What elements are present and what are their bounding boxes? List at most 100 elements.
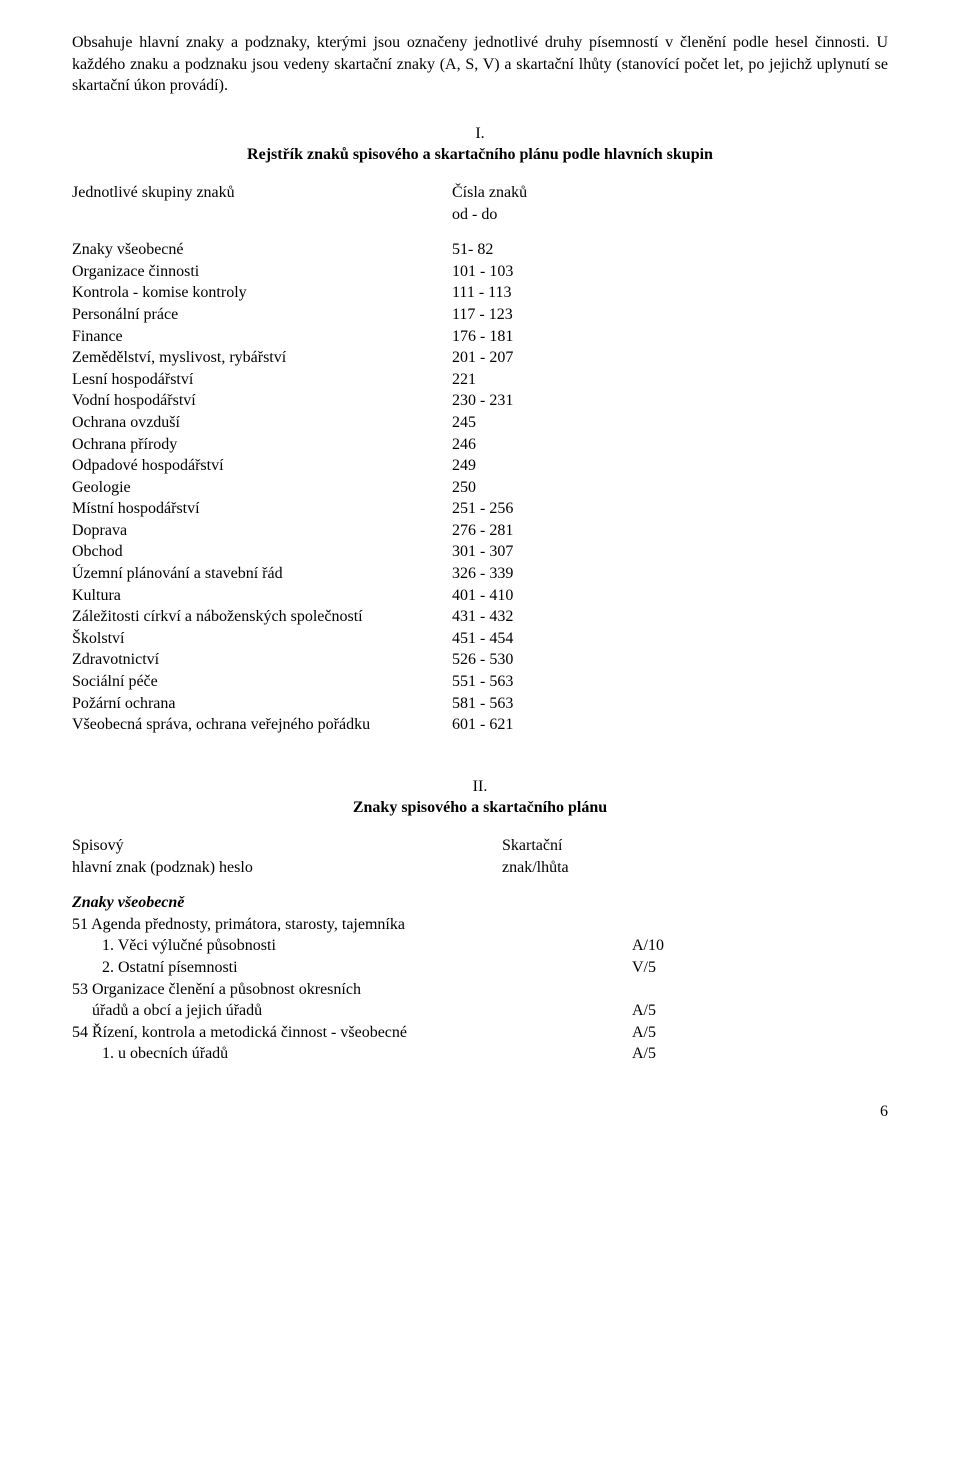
groups-header-right-2: od - do xyxy=(452,204,527,226)
table-row: Zemědělství, myslivost, rybářství201 - 2… xyxy=(72,347,888,369)
row-value: 276 - 281 xyxy=(452,520,572,542)
section-1-number: I. xyxy=(72,123,888,145)
row-label: Znaky všeobecné xyxy=(72,239,452,261)
table-row: Vodní hospodářství230 - 231 xyxy=(72,390,888,412)
row-value: 326 - 339 xyxy=(452,563,572,585)
plan-row-mark: A/5 xyxy=(632,1022,656,1044)
table-row: Geologie250 xyxy=(72,477,888,499)
row-value: 201 - 207 xyxy=(452,347,572,369)
plan-row: 54 Řízení, kontrola a metodická činnost … xyxy=(72,1022,888,1044)
row-label: Lesní hospodářství xyxy=(72,369,452,391)
row-label: Záležitosti církví a náboženských společ… xyxy=(72,606,452,628)
row-label: Školství xyxy=(72,628,452,650)
plan-row-text: 1. u obecních úřadů xyxy=(72,1043,632,1065)
table-row: Zdravotnictví526 - 530 xyxy=(72,649,888,671)
row-label: Všeobecná správa, ochrana veřejného pořá… xyxy=(72,714,452,736)
table-row: Kultura401 - 410 xyxy=(72,585,888,607)
table-row: Organizace činnosti101 - 103 xyxy=(72,261,888,283)
table-row: Záležitosti církví a náboženských společ… xyxy=(72,606,888,628)
row-label: Doprava xyxy=(72,520,452,542)
table-row: Personální práce117 - 123 xyxy=(72,304,888,326)
row-value: 526 - 530 xyxy=(452,649,572,671)
row-label: Kultura xyxy=(72,585,452,607)
row-value: 451 - 454 xyxy=(452,628,572,650)
plan-row: 51 Agenda přednosty, primátora, starosty… xyxy=(72,914,888,936)
table-row: Školství451 - 454 xyxy=(72,628,888,650)
row-value: 301 - 307 xyxy=(452,541,572,563)
table-row: Územní plánování a stavební řád326 - 339 xyxy=(72,563,888,585)
plan-head-left-1: Spisový xyxy=(72,835,502,857)
plan-row: 2. Ostatní písemnostiV/5 xyxy=(72,957,888,979)
row-value: 250 xyxy=(452,477,572,499)
table-row: Kontrola - komise kontroly111 - 113 xyxy=(72,282,888,304)
plan-row-mark: A/5 xyxy=(632,1000,656,1022)
table-row: Ochrana přírody246 xyxy=(72,434,888,456)
table-row: Požární ochrana581 - 563 xyxy=(72,693,888,715)
plan-row-mark: A/10 xyxy=(632,935,664,957)
plan-row-text: 53 Organizace členění a působnost okresn… xyxy=(72,979,632,1001)
plan-row-text: 51 Agenda přednosty, primátora, starosty… xyxy=(72,914,632,936)
row-value: 176 - 181 xyxy=(452,326,572,348)
table-row: Doprava276 - 281 xyxy=(72,520,888,542)
row-value: 246 xyxy=(452,434,572,456)
groups-table: Znaky všeobecné 51- 82Organizace činnost… xyxy=(72,239,888,736)
groups-header-left: Jednotlivé skupiny znaků xyxy=(72,182,452,225)
row-label: Personální práce xyxy=(72,304,452,326)
plan-table: 51 Agenda přednosty, primátora, starosty… xyxy=(72,914,888,1065)
plan-row-text: 2. Ostatní písemnosti xyxy=(72,957,632,979)
row-value: 111 - 113 xyxy=(452,282,572,304)
section-1-title: Rejstřík znaků spisového a skartačního p… xyxy=(72,144,888,166)
row-value: 230 - 231 xyxy=(452,390,572,412)
row-value: 601 - 621 xyxy=(452,714,572,736)
row-label: Organizace činnosti xyxy=(72,261,452,283)
table-row: Všeobecná správa, ochrana veřejného pořá… xyxy=(72,714,888,736)
row-value: 249 xyxy=(452,455,572,477)
plan-row-mark: V/5 xyxy=(632,957,656,979)
row-value: 117 - 123 xyxy=(452,304,572,326)
row-value: 101 - 103 xyxy=(452,261,572,283)
section-2-title: Znaky spisového a skartačního plánu xyxy=(72,797,888,819)
row-value: 51- 82 xyxy=(452,239,572,261)
plan-row: 53 Organizace členění a působnost okresn… xyxy=(72,979,888,1001)
row-label: Ochrana přírody xyxy=(72,434,452,456)
plan-row-text: úřadů a obcí a jejich úřadů xyxy=(72,1000,632,1022)
row-label: Zdravotnictví xyxy=(72,649,452,671)
plan-row: 1. Věci výlučné působnostiA/10 xyxy=(72,935,888,957)
row-label: Sociální péče xyxy=(72,671,452,693)
row-label: Obchod xyxy=(72,541,452,563)
table-row: Obchod301 - 307 xyxy=(72,541,888,563)
table-row: Znaky všeobecné 51- 82 xyxy=(72,239,888,261)
row-label: Územní plánování a stavební řád xyxy=(72,563,452,585)
row-label: Finance xyxy=(72,326,452,348)
plan-head-right-2: znak/lhůta xyxy=(502,857,569,879)
table-row: Ochrana ovzduší245 xyxy=(72,412,888,434)
row-label: Vodní hospodářství xyxy=(72,390,452,412)
plan-row: úřadů a obcí a jejich úřadůA/5 xyxy=(72,1000,888,1022)
table-row: Lesní hospodářství221 xyxy=(72,369,888,391)
row-value: 221 xyxy=(452,369,572,391)
row-value: 431 - 432 xyxy=(452,606,572,628)
intro-paragraph: Obsahuje hlavní znaky a podznaky, kterým… xyxy=(72,32,888,97)
row-value: 251 - 256 xyxy=(452,498,572,520)
row-value: 245 xyxy=(452,412,572,434)
row-label: Odpadové hospodářství xyxy=(72,455,452,477)
plan-group-heading: Znaky všeobecně xyxy=(72,892,888,914)
row-label: Ochrana ovzduší xyxy=(72,412,452,434)
row-value: 401 - 410 xyxy=(452,585,572,607)
page-number: 6 xyxy=(72,1101,888,1123)
row-value: 581 - 563 xyxy=(452,693,572,715)
table-row: Finance176 - 181 xyxy=(72,326,888,348)
row-label: Požární ochrana xyxy=(72,693,452,715)
section-2-number: II. xyxy=(72,776,888,798)
row-label: Geologie xyxy=(72,477,452,499)
plan-row-mark: A/5 xyxy=(632,1043,656,1065)
table-row: Sociální péče551 - 563 xyxy=(72,671,888,693)
plan-head-right-1: Skartační xyxy=(502,835,569,857)
row-label: Zemědělství, myslivost, rybářství xyxy=(72,347,452,369)
row-value: 551 - 563 xyxy=(452,671,572,693)
plan-row-text: 54 Řízení, kontrola a metodická činnost … xyxy=(72,1022,632,1044)
table-row: Odpadové hospodářství249 xyxy=(72,455,888,477)
table-row: Místní hospodářství251 - 256 xyxy=(72,498,888,520)
plan-row: 1. u obecních úřadůA/5 xyxy=(72,1043,888,1065)
row-label: Místní hospodářství xyxy=(72,498,452,520)
